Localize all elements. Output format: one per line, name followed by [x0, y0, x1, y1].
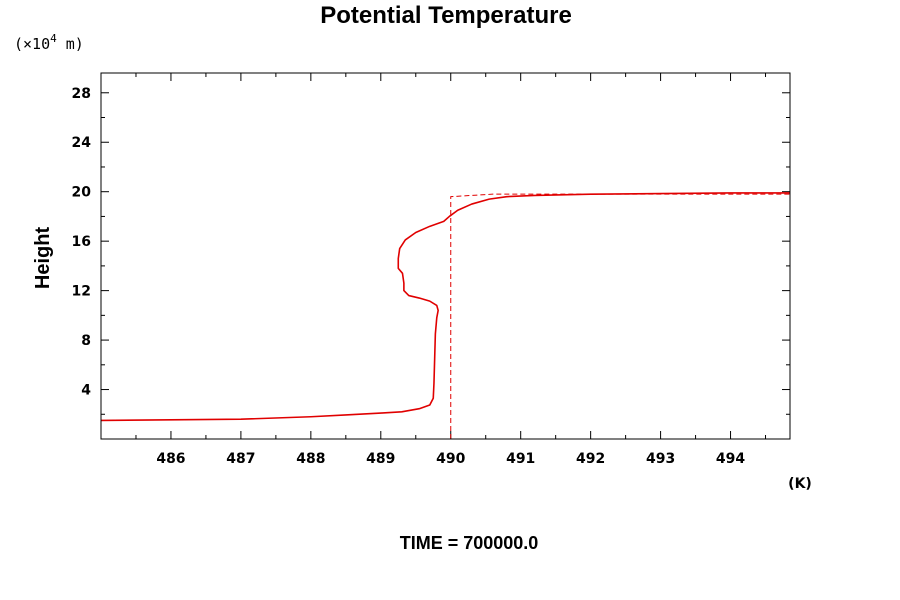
- x-tick-label: 488: [296, 451, 325, 467]
- x-tick-label: 493: [646, 451, 675, 467]
- chart-title: Potential Temperature: [320, 2, 572, 29]
- x-tick-label: 489: [366, 451, 395, 467]
- y-tick-label: 8: [81, 333, 91, 349]
- x-tick-label: 487: [226, 451, 255, 467]
- y-tick-label: 24: [72, 135, 92, 151]
- y-unit-suffix: m): [57, 35, 84, 53]
- plot-frame: [100, 72, 791, 440]
- y-tick-label: 20: [72, 185, 92, 201]
- y-tick-label: 12: [72, 284, 91, 300]
- y-tick-label: 28: [72, 86, 91, 102]
- series-line-solid: [100, 192, 790, 422]
- x-axis-unit: (K): [788, 476, 812, 492]
- x-tick-label: 492: [576, 451, 605, 467]
- y-tick-label: 4: [81, 383, 91, 399]
- time-label: TIME = 700000.0: [400, 533, 539, 553]
- x-tick-label: 490: [436, 451, 465, 467]
- x-tick-label: 486: [156, 451, 185, 467]
- y-tick-label: 16: [72, 234, 91, 250]
- x-tick-label: 491: [506, 451, 535, 467]
- y-axis-unit: (×104 m): [14, 32, 84, 53]
- y-unit-prefix: (×10: [14, 35, 50, 53]
- axis-ticks: 486 487 488 489 490 491 492 493 494 4 8 12 16 20 24 28: [72, 73, 790, 467]
- series-line-dashed: [450, 193, 790, 439]
- plot-series: [100, 192, 790, 439]
- y-unit-exponent: 4: [50, 32, 57, 45]
- y-axis-label: Height: [32, 227, 54, 290]
- x-tick-label: 494: [716, 451, 745, 467]
